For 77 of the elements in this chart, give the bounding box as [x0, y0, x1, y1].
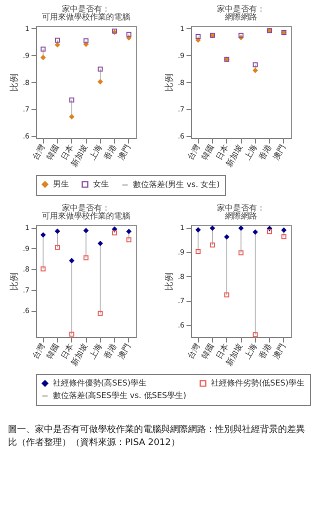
point	[238, 250, 244, 256]
x-tick-label: 香港	[102, 342, 118, 360]
point	[69, 332, 74, 337]
x-tick-label: 上海	[242, 342, 259, 360]
x-tick-label: 台灣	[30, 342, 47, 360]
chart-subtitle: 可用來做學校作業的電腦	[42, 12, 130, 22]
point	[224, 292, 230, 298]
point	[281, 234, 286, 240]
point	[84, 255, 88, 260]
point	[40, 55, 46, 60]
x-tick-label: 澳門	[272, 342, 288, 360]
text: 圖一、家中是否有可做學校作業的電腦與網際網路：性別與社經背景的差異比（作者整理）（資料來源：PISA 2012）	[7, 424, 306, 450]
point	[252, 332, 258, 338]
point	[267, 229, 272, 234]
point	[196, 227, 201, 232]
x-tick-label: 香港	[257, 143, 274, 162]
point	[112, 226, 118, 232]
chart-title: 家中是否有：	[62, 4, 110, 14]
point	[98, 66, 103, 72]
y-axis-title: 比例	[8, 74, 20, 92]
x-tick-label: 澳門	[272, 143, 288, 162]
point	[224, 234, 230, 240]
x-tick-label: 台灣	[186, 342, 202, 360]
y-axis-title: 比例	[164, 74, 175, 92]
point	[69, 98, 74, 103]
point	[84, 228, 88, 234]
point	[252, 230, 258, 235]
text: 數位落差(高SES學生 vs. 低SES學生)	[53, 391, 186, 400]
chart-subtitle: 可用來做學校作業的電腦	[42, 212, 130, 221]
point	[126, 237, 132, 242]
point	[40, 232, 46, 238]
point	[196, 249, 201, 254]
point	[98, 310, 103, 316]
point	[252, 62, 258, 68]
point	[210, 226, 215, 231]
y-axis-title: 比例	[164, 272, 175, 290]
point	[54, 38, 60, 43]
point	[69, 258, 74, 264]
x-tick-label: 台灣	[186, 143, 202, 162]
chart-subtitle: 網際網路	[224, 12, 257, 22]
chart-title: 家中是否有：	[217, 204, 265, 213]
x-tick-label: 香港	[102, 143, 118, 162]
x-tick-label: 上海	[88, 143, 104, 162]
x-tick-label: 韓國	[200, 143, 216, 162]
chart-title: 家中是否有：	[62, 204, 110, 213]
point	[98, 240, 103, 246]
x-tick-label: 韓國	[45, 342, 61, 360]
x-tick-label: 澳門	[116, 342, 132, 360]
y-axis-title: 比例	[8, 272, 20, 290]
point	[238, 226, 244, 231]
point	[69, 114, 74, 120]
point	[252, 68, 258, 73]
point	[98, 79, 103, 84]
legend-label: 社經條件劣勢(低SES)學生	[211, 378, 304, 388]
point	[40, 46, 46, 52]
point	[54, 42, 60, 48]
chart-subtitle: 網際網路	[224, 212, 257, 221]
point	[112, 230, 118, 236]
point	[54, 244, 60, 250]
x-tick-label: 韓國	[200, 342, 216, 360]
point	[281, 228, 286, 233]
point	[126, 228, 132, 234]
point	[54, 228, 60, 234]
point	[238, 32, 244, 38]
legend-label: 男生	[53, 179, 69, 188]
text: 數位落差(男生 vs. 女生)	[133, 180, 220, 189]
x-tick-label: 澳門	[116, 143, 132, 162]
legend-label: 女生	[93, 179, 109, 188]
x-tick-label: 上海	[88, 342, 104, 360]
x-tick-label: 香港	[257, 342, 274, 360]
legend-label: 社經條件優勢(高SES)學生	[53, 378, 146, 388]
x-tick-label: 韓國	[45, 143, 61, 162]
point	[40, 266, 46, 272]
x-tick-label: 上海	[242, 143, 259, 162]
point	[210, 242, 215, 248]
chart-title: 家中是否有：	[217, 4, 265, 14]
x-tick-label: 台灣	[30, 143, 47, 162]
